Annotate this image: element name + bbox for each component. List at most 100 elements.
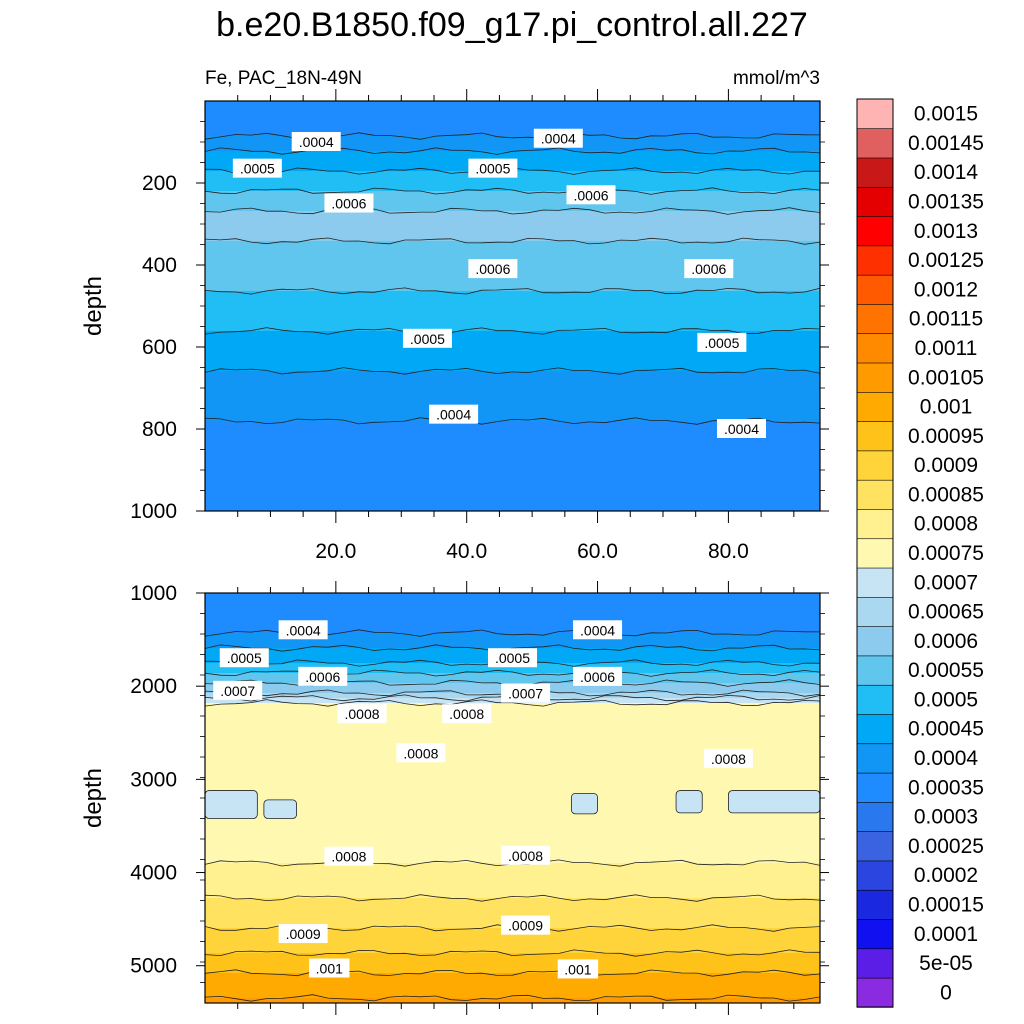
colorbar-label: 0.0005 [914, 688, 978, 711]
contour-label: .0006 [331, 196, 366, 212]
contour-label-box [402, 328, 452, 348]
colorbar-label: 0.00085 [908, 483, 984, 506]
contour-band [205, 101, 820, 137]
contour-label-box [684, 259, 734, 279]
contour-label-box [468, 259, 518, 279]
y-tick-label: 1000 [130, 582, 177, 605]
colorbar-label: 5e-05 [919, 952, 973, 975]
contour-band [205, 663, 820, 674]
colorbar-swatch [856, 362, 894, 393]
colorbar-swatch [856, 772, 894, 803]
colorbar-label: 0.0011 [915, 337, 978, 360]
colorbar-label: 0.0013 [914, 220, 978, 243]
colorbar-swatch [856, 743, 894, 774]
colorbar-swatch [856, 420, 894, 452]
contour-band [205, 191, 820, 212]
contour-label-box [396, 743, 446, 763]
contour-island [205, 790, 258, 819]
colorbar-label: 0.0004 [914, 747, 979, 770]
colorbar-swatch [856, 977, 894, 1008]
contour-label: .0004 [724, 421, 759, 437]
contour-line [205, 367, 820, 375]
colorbar-label: 0.00115 [909, 308, 983, 331]
colorbar-label: 0.00045 [908, 718, 984, 741]
colorbar-swatch [856, 801, 894, 832]
x-tick-label: 20.0 [315, 540, 356, 563]
contour-line [205, 994, 820, 1002]
contour-label: .0006 [580, 669, 615, 685]
contour-label: .0009 [508, 918, 543, 934]
colorbar-swatch [856, 157, 894, 188]
colorbar-label: 0.00135 [908, 191, 984, 214]
contour-label-box [468, 158, 518, 178]
colorbar-label: 0.0002 [914, 864, 978, 887]
contour-label-box [566, 185, 616, 205]
contour-band [205, 998, 820, 1003]
contour-label-box [298, 666, 348, 686]
colorbar-label: 0.0009 [914, 454, 978, 477]
colorbar-swatch [856, 215, 894, 247]
colorbar-swatch [856, 245, 894, 276]
contour-label-box [291, 132, 341, 151]
contour-label-box [533, 128, 583, 148]
contour-label: .0007 [220, 683, 255, 699]
colorbar-label: 0.0012 [914, 278, 978, 301]
colorbar-swatch [856, 450, 894, 481]
colorbar-label: 0.0003 [914, 806, 978, 829]
x-tick-label: 40.0 [446, 540, 487, 563]
colorbar-label: 0.0006 [914, 630, 978, 653]
contour-label: .0004 [580, 622, 615, 638]
contour-label: .0005 [495, 650, 530, 666]
contour-island [675, 790, 703, 814]
y-tick-label: 2000 [130, 675, 177, 698]
colorbar-swatch [856, 567, 894, 598]
contour-label: .0009 [286, 926, 321, 942]
colorbar-label: 0.00065 [908, 601, 984, 624]
contour-band [205, 953, 820, 974]
contour-band [205, 211, 820, 242]
contour-island [570, 792, 598, 815]
colorbar-label: 0.00095 [908, 425, 984, 448]
colorbar-label: 0.00105 [908, 366, 984, 389]
contour-band [205, 291, 820, 332]
contour-label: .0008 [331, 849, 366, 865]
contour-label-box [324, 193, 374, 213]
contour-line [205, 207, 820, 215]
contour-label-box [324, 846, 374, 866]
y-tick-label: 800 [142, 418, 177, 441]
y-tick-label: 600 [142, 336, 177, 359]
colorbar-swatch [856, 948, 894, 979]
contour-band [205, 171, 820, 192]
contour-label: .0006 [475, 261, 510, 277]
contour-label-box [697, 332, 747, 352]
contour-line [205, 237, 820, 245]
colorbar-label: 0.0015 [914, 103, 978, 126]
x-tick-label: 60.0 [577, 540, 618, 563]
contour-label: .0004 [436, 407, 471, 423]
contour-band [205, 633, 820, 649]
contour-label-box [501, 915, 551, 935]
contour-label: .0004 [541, 131, 576, 147]
contour-island [728, 790, 820, 814]
contour-label: .0004 [286, 622, 321, 638]
contour-label-box [557, 959, 599, 979]
colorbar-label: 0.00025 [908, 835, 984, 858]
y-tick-label: 400 [142, 254, 177, 277]
colorbar-label: 0.0001 [914, 923, 978, 946]
colorbar-swatch [856, 479, 894, 510]
colorbar-swatch [856, 333, 894, 364]
units-label: mmol/m^3 [733, 68, 820, 89]
contour-label-box [213, 680, 263, 700]
colorbar-swatch [856, 918, 894, 950]
colorbar-label: 0.00125 [908, 249, 984, 272]
contour-label: .0007 [508, 686, 543, 702]
contour-label-box [716, 419, 766, 438]
y-tick-label: 200 [142, 172, 177, 195]
contour-label: .0008 [711, 751, 746, 767]
contour-label: .0005 [240, 161, 275, 177]
contour-label: .0008 [508, 848, 543, 864]
colorbar: 0 5e-05 0.0001 0.00015 0.0002 0.00025 0.0003 0.… [856, 98, 984, 1008]
contour-label: .0005 [410, 331, 445, 347]
contour-line [205, 187, 820, 195]
